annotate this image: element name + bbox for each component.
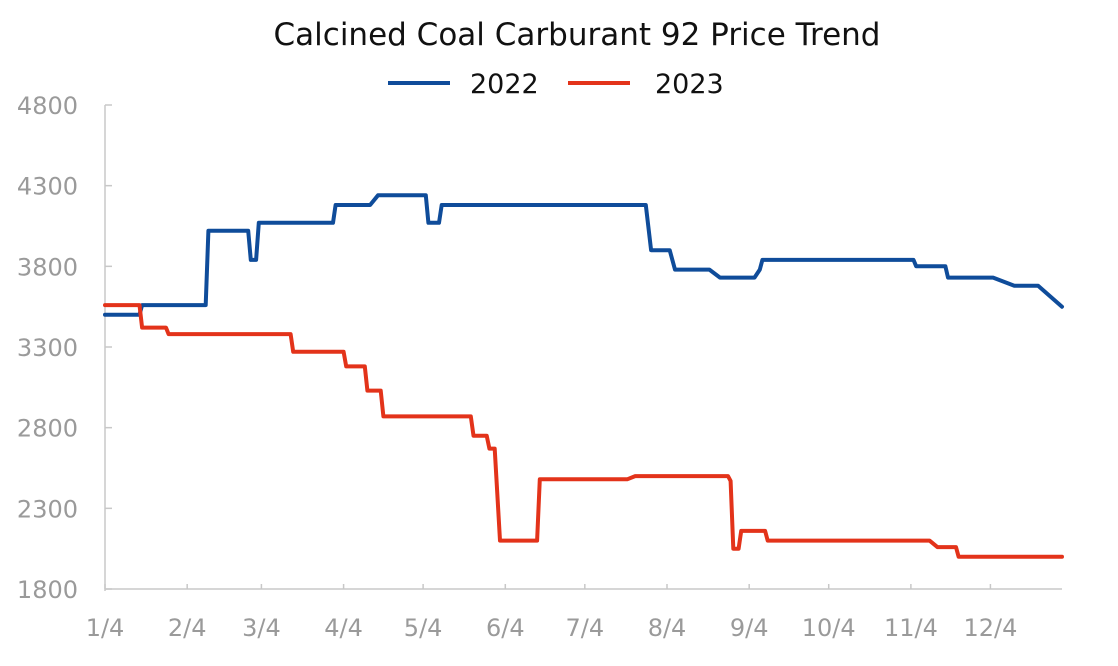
y-tick-label: 1800 — [17, 576, 78, 604]
x-tick-label: 5/4 — [404, 614, 443, 642]
x-tick-label: 7/4 — [566, 614, 605, 642]
chart-title: Calcined Coal Carburant 92 Price Trend — [274, 17, 881, 53]
y-tick-label: 4800 — [17, 92, 78, 120]
x-tick-label: 10/4 — [802, 614, 856, 642]
y-tick-label: 2800 — [17, 415, 78, 443]
x-tick-label: 8/4 — [648, 614, 687, 642]
y-tick-label: 2300 — [17, 495, 78, 523]
series-layer — [103, 193, 1064, 559]
series-line-2022 — [103, 193, 1064, 317]
x-tick-label: 2/4 — [168, 614, 207, 642]
y-tick-label: 3800 — [17, 253, 78, 281]
x-tick-label: 1/4 — [86, 614, 125, 642]
legend: 2022 2023 — [388, 69, 724, 100]
x-tick-label: 6/4 — [486, 614, 525, 642]
x-tick-label: 3/4 — [242, 614, 281, 642]
x-tick-label: 4/4 — [324, 614, 363, 642]
legend-label-2022: 2022 — [470, 69, 539, 100]
y-tick-label: 4300 — [17, 173, 78, 201]
x-axis-ticks: 1/4 2/4 3/4 4/4 5/4 6/4 7/4 8/4 9/4 10/4 11/4 12/4 — [86, 584, 1017, 642]
x-tick-label: 12/4 — [963, 614, 1017, 642]
x-tick-label: 11/4 — [884, 614, 938, 642]
axes — [104, 105, 1062, 591]
y-tick-label: 3300 — [17, 334, 78, 362]
x-tick-label: 9/4 — [730, 614, 769, 642]
series-line-2023 — [103, 303, 1064, 559]
legend-label-2023: 2023 — [655, 69, 724, 100]
y-axis-ticks: 1800 2300 2800 3300 3800 4300 4800 — [17, 92, 112, 604]
